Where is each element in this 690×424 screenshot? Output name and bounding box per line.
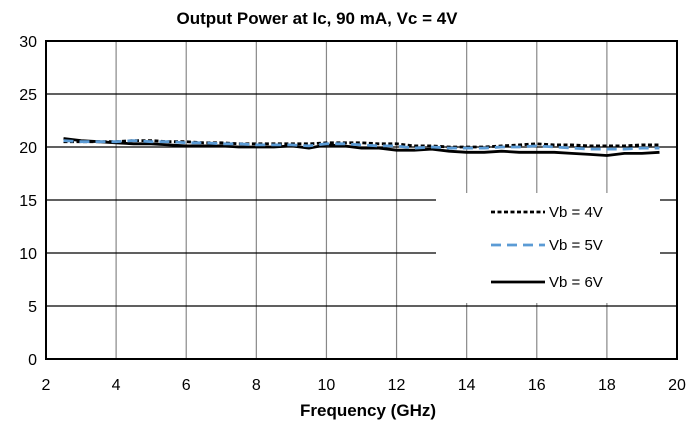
series-line-2: [63, 139, 660, 151]
y-axis-ticks: 0 5 10 15 20 25 30: [19, 34, 37, 369]
x-tick-label: 14: [458, 377, 476, 394]
chart-title: Output Power at Ic, 90 mA, Vc = 4V: [176, 9, 458, 28]
y-tick-label: 15: [19, 193, 37, 210]
y-tick-label: 0: [28, 352, 37, 369]
legend: Vb = 4V Vb = 5V Vb = 6V: [436, 193, 660, 303]
y-tick-label: 20: [19, 140, 37, 157]
x-tick-label: 4: [112, 377, 121, 394]
legend-label-1: Vb = 4V: [549, 204, 603, 221]
x-tick-label: 20: [668, 377, 686, 394]
x-tick-label: 2: [42, 377, 51, 394]
legend-label-2: Vb = 5V: [549, 237, 603, 254]
x-tick-label: 10: [318, 377, 336, 394]
y-tick-label: 30: [19, 34, 37, 51]
series-line-3: [63, 137, 660, 157]
x-tick-label: 16: [528, 377, 546, 394]
y-tick-label: 5: [28, 299, 37, 316]
legend-background: [436, 193, 660, 303]
x-axis-title: Frequency (GHz): [300, 401, 436, 420]
x-tick-label: 6: [182, 377, 191, 394]
legend-label-3: Vb = 6V: [549, 274, 603, 291]
series-group: [63, 137, 660, 157]
y-tick-label: 10: [19, 246, 37, 263]
plot-frame: [45, 40, 678, 360]
x-tick-label: 8: [252, 377, 261, 394]
x-tick-label: 12: [388, 377, 406, 394]
x-axis-ticks: 2 4 6 8 10 12 14 16 18 20: [42, 377, 686, 394]
y-tick-label: 25: [19, 87, 37, 104]
x-tick-label: 18: [598, 377, 616, 394]
